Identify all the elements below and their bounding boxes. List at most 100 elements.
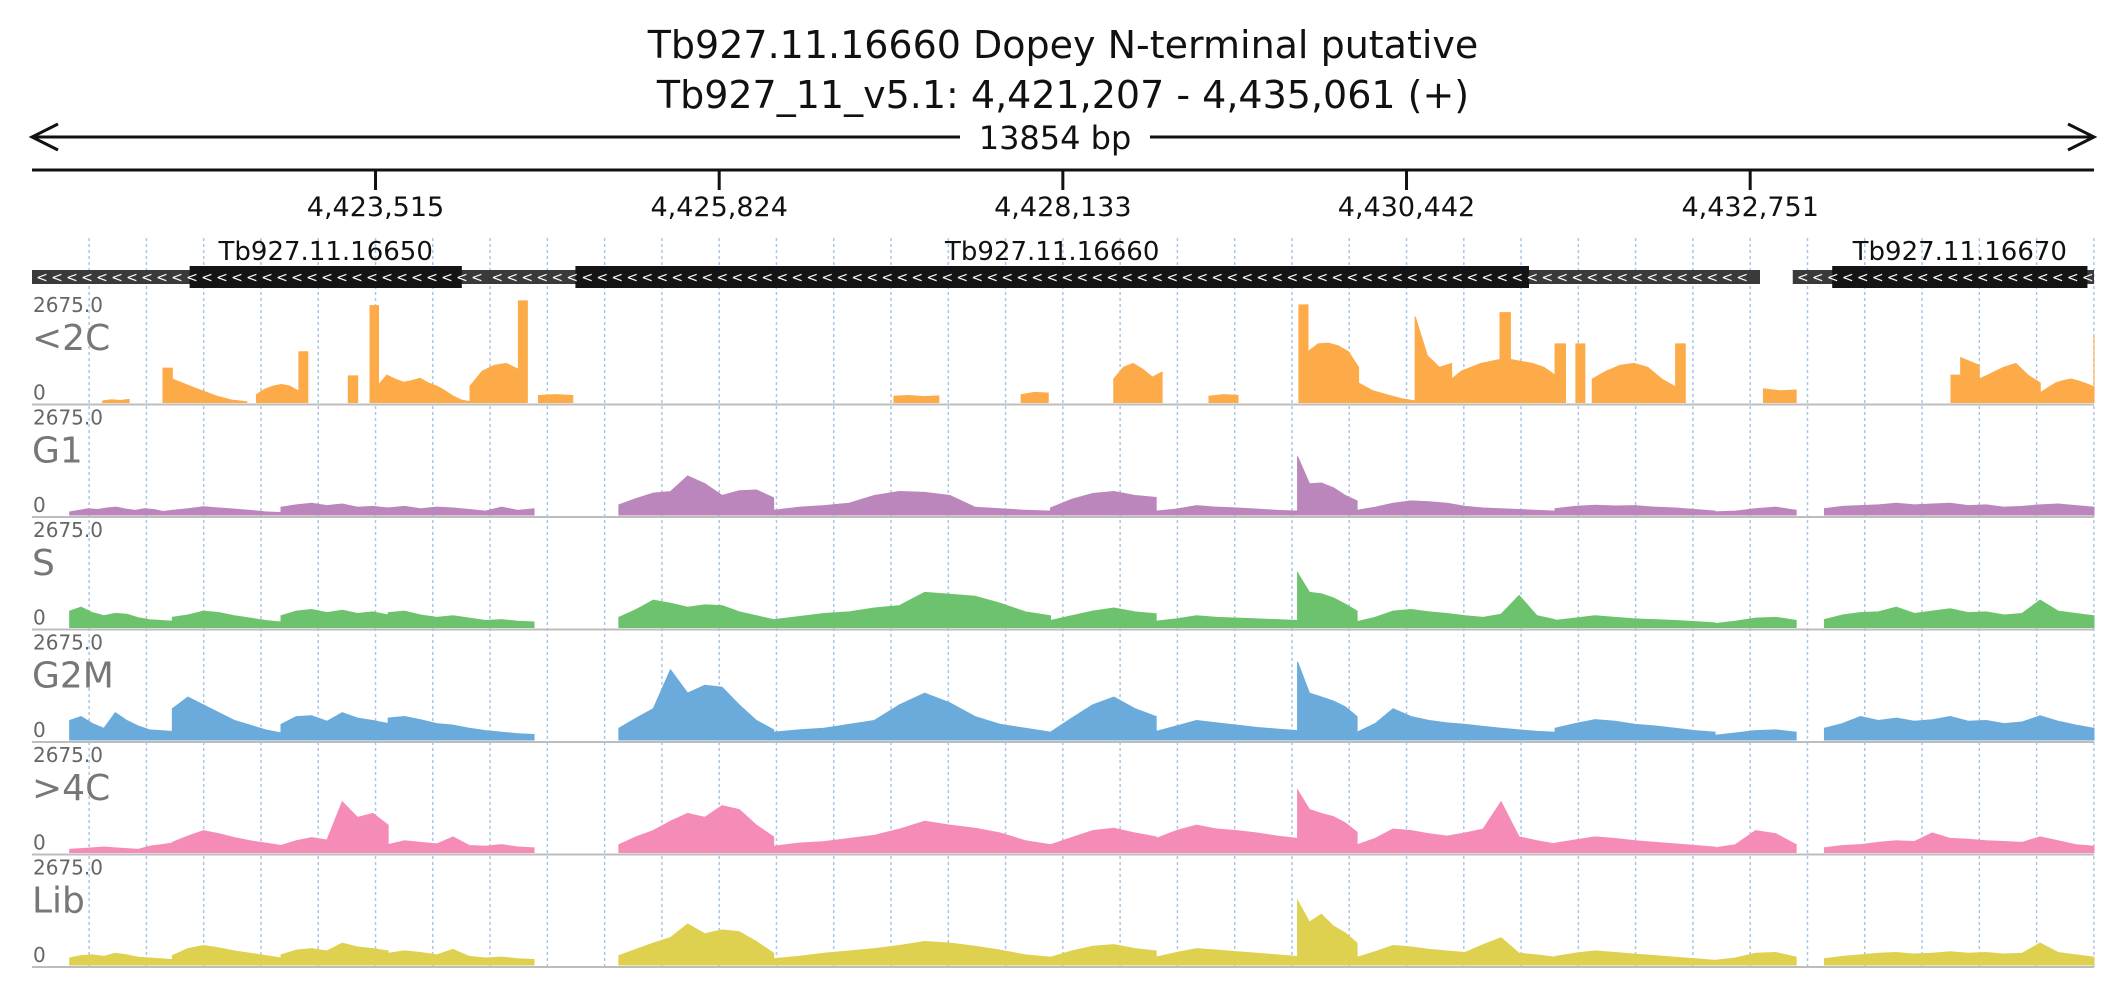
strand-arrow-icon: < xyxy=(321,270,333,286)
coverage-area xyxy=(1575,343,1586,403)
strand-arrow-icon: < xyxy=(1827,270,1839,286)
coverage-area xyxy=(1823,502,2095,516)
coverage-track: 2675.0G1 0 xyxy=(32,406,2095,518)
strand-arrow-icon: < xyxy=(261,270,273,286)
strand-arrow-icon: < xyxy=(381,270,393,286)
coverage-area xyxy=(618,923,775,966)
strand-arrow-icon: < xyxy=(1196,270,1208,286)
strand-arrow-icon: < xyxy=(1812,270,1824,286)
strand-arrow-icon: < xyxy=(866,270,878,286)
strand-arrow-icon: < xyxy=(1286,270,1298,286)
strand-arrow-icon: < xyxy=(51,270,63,286)
chart-title: Tb927.11.16660 Dopey N-terminal putative xyxy=(647,23,1479,67)
strand-arrow-icon: < xyxy=(276,270,288,286)
coverage-area xyxy=(1297,456,1358,516)
coverage-area xyxy=(1307,342,1360,403)
coverage-tracks: 2675.0<2C02675.0G102675.0S02675.0G2M0267… xyxy=(32,293,2095,968)
strand-arrow-icon: < xyxy=(1631,270,1643,286)
strand-arrow-icon: < xyxy=(1061,270,1073,286)
strand-arrow-icon: < xyxy=(231,270,243,286)
strand-arrow-icon: < xyxy=(1151,270,1163,286)
coverage-area xyxy=(377,374,471,403)
strand-arrow-icon: < xyxy=(1136,270,1148,286)
strand-arrow-icon: < xyxy=(2067,270,2079,286)
strand-arrow-icon: < xyxy=(306,270,318,286)
coverage-area xyxy=(1297,571,1358,628)
coverage-area xyxy=(1554,343,1566,403)
coverage-area xyxy=(171,696,282,741)
track-name: <2C xyxy=(32,318,110,359)
strand-arrow-icon: < xyxy=(1691,270,1703,286)
strand-arrow-icon: < xyxy=(821,270,833,286)
coverage-area xyxy=(280,800,389,853)
strand-arrow-icon: < xyxy=(1526,270,1538,286)
coverage-area xyxy=(255,384,299,403)
track-max-label: 2675.0 xyxy=(33,406,103,430)
track-max-label: 2675.0 xyxy=(33,631,103,655)
strand-arrow-icon: < xyxy=(1511,270,1523,286)
strand-arrow-icon: < xyxy=(1016,270,1028,286)
coverage-area xyxy=(369,305,379,403)
strand-arrow-icon: < xyxy=(1646,270,1658,286)
coverage-area xyxy=(1297,788,1358,853)
track-min-label: 0 xyxy=(33,943,46,967)
strand-arrow-icon: < xyxy=(1887,270,1899,286)
coverage-area xyxy=(893,394,940,403)
coverage-area xyxy=(1714,830,1797,853)
coverage-area xyxy=(1297,661,1358,741)
coverage-area xyxy=(171,506,282,516)
coverage-track: 2675.0<2C 0 xyxy=(32,293,2095,406)
coverage-area xyxy=(1155,505,1299,516)
coverage-area xyxy=(69,506,173,516)
coverage-area xyxy=(171,610,282,628)
track-max-label: 2675.0 xyxy=(33,743,103,767)
gene-cds-block xyxy=(1832,266,2088,288)
span-label: 13854 bp xyxy=(979,119,1132,157)
strand-arrow-icon: < xyxy=(1166,270,1178,286)
coverage-area xyxy=(2039,378,2095,403)
axis-tick-label: 4,423,515 xyxy=(307,192,444,223)
coverage-area xyxy=(1714,506,1797,516)
strand-arrow-icon: < xyxy=(686,270,698,286)
coverage-area xyxy=(1050,944,1157,966)
strand-arrow-icon: < xyxy=(1541,270,1553,286)
track-min-label: 0 xyxy=(33,718,46,742)
coverage-area xyxy=(517,300,528,403)
strand-arrow-icon: < xyxy=(746,270,758,286)
coverage-area xyxy=(1591,362,1677,403)
strand-arrow-icon: < xyxy=(1331,270,1343,286)
strand-arrow-icon: < xyxy=(1842,270,1854,286)
strand-arrow-icon: < xyxy=(1736,270,1748,286)
coverage-area xyxy=(387,716,535,741)
coverage-area xyxy=(1356,800,1556,853)
coverage-area xyxy=(1356,594,1556,628)
gene-label: Tb927.11.16650 xyxy=(218,237,433,267)
coverage-area xyxy=(1960,356,1980,403)
strand-arrow-icon: < xyxy=(626,270,638,286)
coverage-area xyxy=(618,805,775,853)
strand-arrow-icon: < xyxy=(596,270,608,286)
coverage-area xyxy=(773,692,1051,741)
track-name: >4C xyxy=(32,768,110,809)
axis-tick-label: 4,425,824 xyxy=(650,192,787,223)
coverage-area xyxy=(1950,374,1962,403)
coverage-area xyxy=(1050,696,1157,741)
coverage-area xyxy=(1050,607,1157,628)
coverage-area xyxy=(171,378,248,403)
coverage-area xyxy=(1155,719,1299,741)
strand-arrow-icon: < xyxy=(491,270,503,286)
strand-arrow-icon: < xyxy=(1271,270,1283,286)
coverage-area xyxy=(1714,616,1797,628)
coverage-track: 2675.0>4C 0 xyxy=(32,743,2095,856)
coverage-area xyxy=(1823,599,2095,628)
coverage-area xyxy=(69,606,173,628)
strand-arrow-icon: < xyxy=(1046,270,1058,286)
strand-arrow-icon: < xyxy=(1451,270,1463,286)
strand-arrow-icon: < xyxy=(66,270,78,286)
coverage-area xyxy=(387,610,535,628)
gene-label: Tb927.11.16660 xyxy=(944,237,1159,267)
axis-tick-label: 4,430,442 xyxy=(1338,192,1475,223)
strand-arrow-icon: < xyxy=(656,270,668,286)
